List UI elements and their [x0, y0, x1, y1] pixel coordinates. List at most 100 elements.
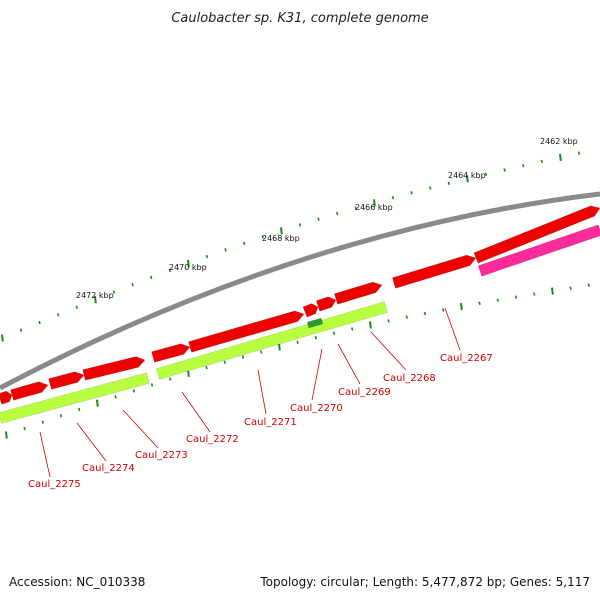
outer-scale-tick: [336, 211, 339, 216]
kbp-label-2466: 2466 kbp: [355, 203, 393, 212]
inner-scale-tick: [241, 355, 245, 359]
genome-summary-label: Topology: circular; Length: 5,477,872 bp…: [260, 575, 590, 589]
gene-arrow-forward[interactable]: [151, 343, 191, 363]
kbp-label-2462: 2462 kbp: [540, 137, 578, 146]
outer-scale-tick: [429, 186, 432, 190]
gene-label-caul-2272[interactable]: Caul_2272: [186, 434, 239, 445]
gene-arrow-forward[interactable]: [10, 381, 49, 401]
gene-arrow-reverse[interactable]: [156, 301, 388, 380]
inner-scale-tick: [551, 287, 554, 295]
outer-scale-tick: [150, 275, 153, 280]
label-leader-line: [122, 409, 159, 449]
inner-scale-tick: [59, 414, 63, 418]
outer-scale-tick: [522, 164, 525, 168]
inner-scale-tick: [187, 369, 190, 377]
outer-scale-tick: [131, 283, 134, 287]
inner-scale-tick: [296, 340, 299, 344]
outer-scale-tick: [447, 181, 450, 186]
gene-arrow-forward[interactable]: [82, 356, 146, 381]
gene-arrow-forward[interactable]: [48, 371, 85, 390]
gene-arrow-reverse[interactable]: [0, 372, 150, 424]
outer-scale-tick: [94, 296, 97, 304]
outer-scale-tick: [298, 223, 302, 227]
inner-scale-tick: [5, 431, 8, 439]
label-leader-line: [257, 369, 267, 415]
map-title: Caulobacter sp. K31, complete genome: [171, 11, 429, 26]
gene-label-caul-2273[interactable]: Caul_2273: [135, 450, 188, 461]
outer-scale-tick: [410, 191, 413, 195]
outer-scale-tick: [38, 320, 41, 325]
outer-scale-tick: [503, 168, 506, 172]
inner-scale-tick: [23, 426, 26, 431]
inner-scale-tick: [278, 343, 281, 351]
gene-label-caul-2269[interactable]: Caul_2269: [338, 387, 391, 398]
inner-scale-tick: [260, 350, 263, 354]
gene-features: [0, 205, 600, 424]
inner-scale-tick: [569, 286, 572, 290]
inner-scale-tick: [442, 308, 445, 312]
inner-scale-tick: [514, 295, 518, 299]
label-leader-line: [311, 348, 323, 401]
gene-arrow-forward[interactable]: [473, 205, 600, 264]
label-leader-line: [181, 391, 211, 433]
outer-scale-tick: [224, 248, 227, 252]
outer-scale-tick: [317, 217, 320, 221]
outer-scale-ticks: [1, 151, 581, 342]
gene-label-caul-2268[interactable]: Caul_2268: [383, 373, 436, 384]
kbp-label-2472: 2472 kbp: [76, 291, 114, 300]
inner-scale-tick: [460, 303, 463, 311]
outer-scale-tick: [205, 254, 209, 259]
label-leader-line: [370, 331, 407, 371]
outer-scale-tick: [19, 328, 23, 332]
gene-arrow-forward[interactable]: [302, 303, 319, 318]
inner-scale-tick: [405, 315, 408, 319]
outer-scale-tick: [484, 172, 488, 177]
gene-label-caul-2271[interactable]: Caul_2271: [244, 417, 297, 428]
label-leader-line: [39, 431, 51, 478]
gene-label-caul-2275[interactable]: Caul_2275: [28, 479, 81, 490]
gene-arrow-forward[interactable]: [0, 390, 13, 405]
outer-scale-tick: [391, 196, 395, 200]
outer-scale-tick: [57, 313, 60, 317]
outer-scale-tick: [559, 153, 562, 161]
inner-scale-tick: [205, 366, 208, 370]
gene-label-caul-2267[interactable]: Caul_2267: [440, 353, 493, 364]
gene-arrow-forward[interactable]: [188, 310, 305, 353]
inner-scale-tick: [114, 395, 117, 399]
outer-scale-tick: [466, 175, 469, 183]
inner-scale-tick: [41, 420, 44, 424]
inner-scale-tick: [478, 301, 481, 306]
label-leader-lines: [39, 307, 461, 478]
outer-scale-tick: [243, 241, 246, 246]
outer-scale-tick: [577, 151, 581, 155]
inner-scale-tick: [78, 407, 81, 412]
label-leader-line: [76, 422, 107, 462]
outer-scale-tick: [354, 206, 357, 210]
outer-scale-tick: [280, 227, 283, 235]
inner-scale-tick: [150, 383, 154, 387]
inner-scale-tick: [314, 335, 317, 340]
kbp-label-2468: 2468 kbp: [262, 234, 300, 243]
inner-scale-tick: [96, 399, 99, 407]
label-leader-line: [444, 307, 461, 351]
gene-label-caul-2270[interactable]: Caul_2270: [290, 403, 343, 414]
inner-scale-tick: [423, 311, 427, 316]
rna-arrow[interactable]: [477, 224, 600, 277]
inner-scale-tick: [587, 283, 590, 287]
inner-scale-tick: [332, 331, 336, 335]
outer-scale-tick: [168, 268, 171, 273]
gene-arrow-forward[interactable]: [334, 281, 383, 305]
gene-label-caul-2274[interactable]: Caul_2274: [82, 463, 135, 474]
label-leader-line: [337, 343, 361, 385]
inner-scale-tick: [169, 377, 172, 381]
inner-scale-ticks: [5, 283, 590, 439]
gene-arrow-forward[interactable]: [315, 296, 337, 312]
inner-scale-tick: [132, 389, 135, 393]
gene-arrow-forward[interactable]: [392, 254, 477, 289]
highlighted-gene[interactable]: [306, 317, 324, 329]
outer-scale-tick: [261, 235, 264, 239]
inner-scale-tick: [223, 360, 226, 365]
inner-scale-tick: [369, 321, 372, 329]
inner-scale-tick: [351, 327, 354, 331]
